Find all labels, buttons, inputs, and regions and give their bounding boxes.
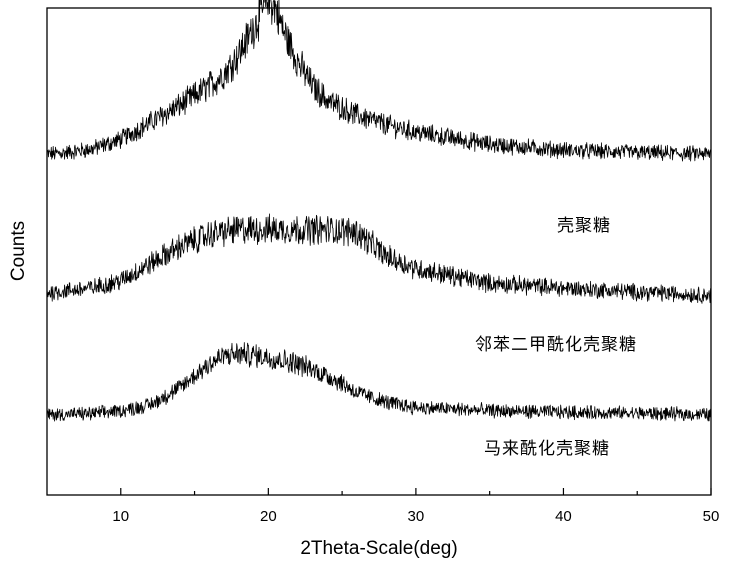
x-tick-label: 10 — [112, 508, 129, 525]
series-label-2: 邻苯二甲酰化壳聚糖 — [475, 335, 637, 355]
series-line-3 — [46, 342, 712, 422]
x-tick-label: 30 — [408, 508, 425, 525]
x-tick-label: 40 — [555, 508, 572, 525]
x-tick-label: 20 — [260, 508, 277, 525]
series-line-1 — [46, 0, 712, 162]
x-axis-title: 2Theta-Scale(deg) — [300, 538, 457, 559]
series-label-3: 马来酰化壳聚糖 — [484, 439, 610, 459]
x-axis: 10 20 30 40 50 — [112, 488, 719, 525]
x-tick-label: 50 — [703, 508, 720, 525]
series-label-1: 壳聚糖 — [557, 216, 611, 236]
series-layer — [46, 0, 712, 422]
plot-frame — [46, 7, 712, 496]
series-line-2 — [46, 213, 712, 304]
y-axis-title: Counts — [8, 221, 29, 281]
